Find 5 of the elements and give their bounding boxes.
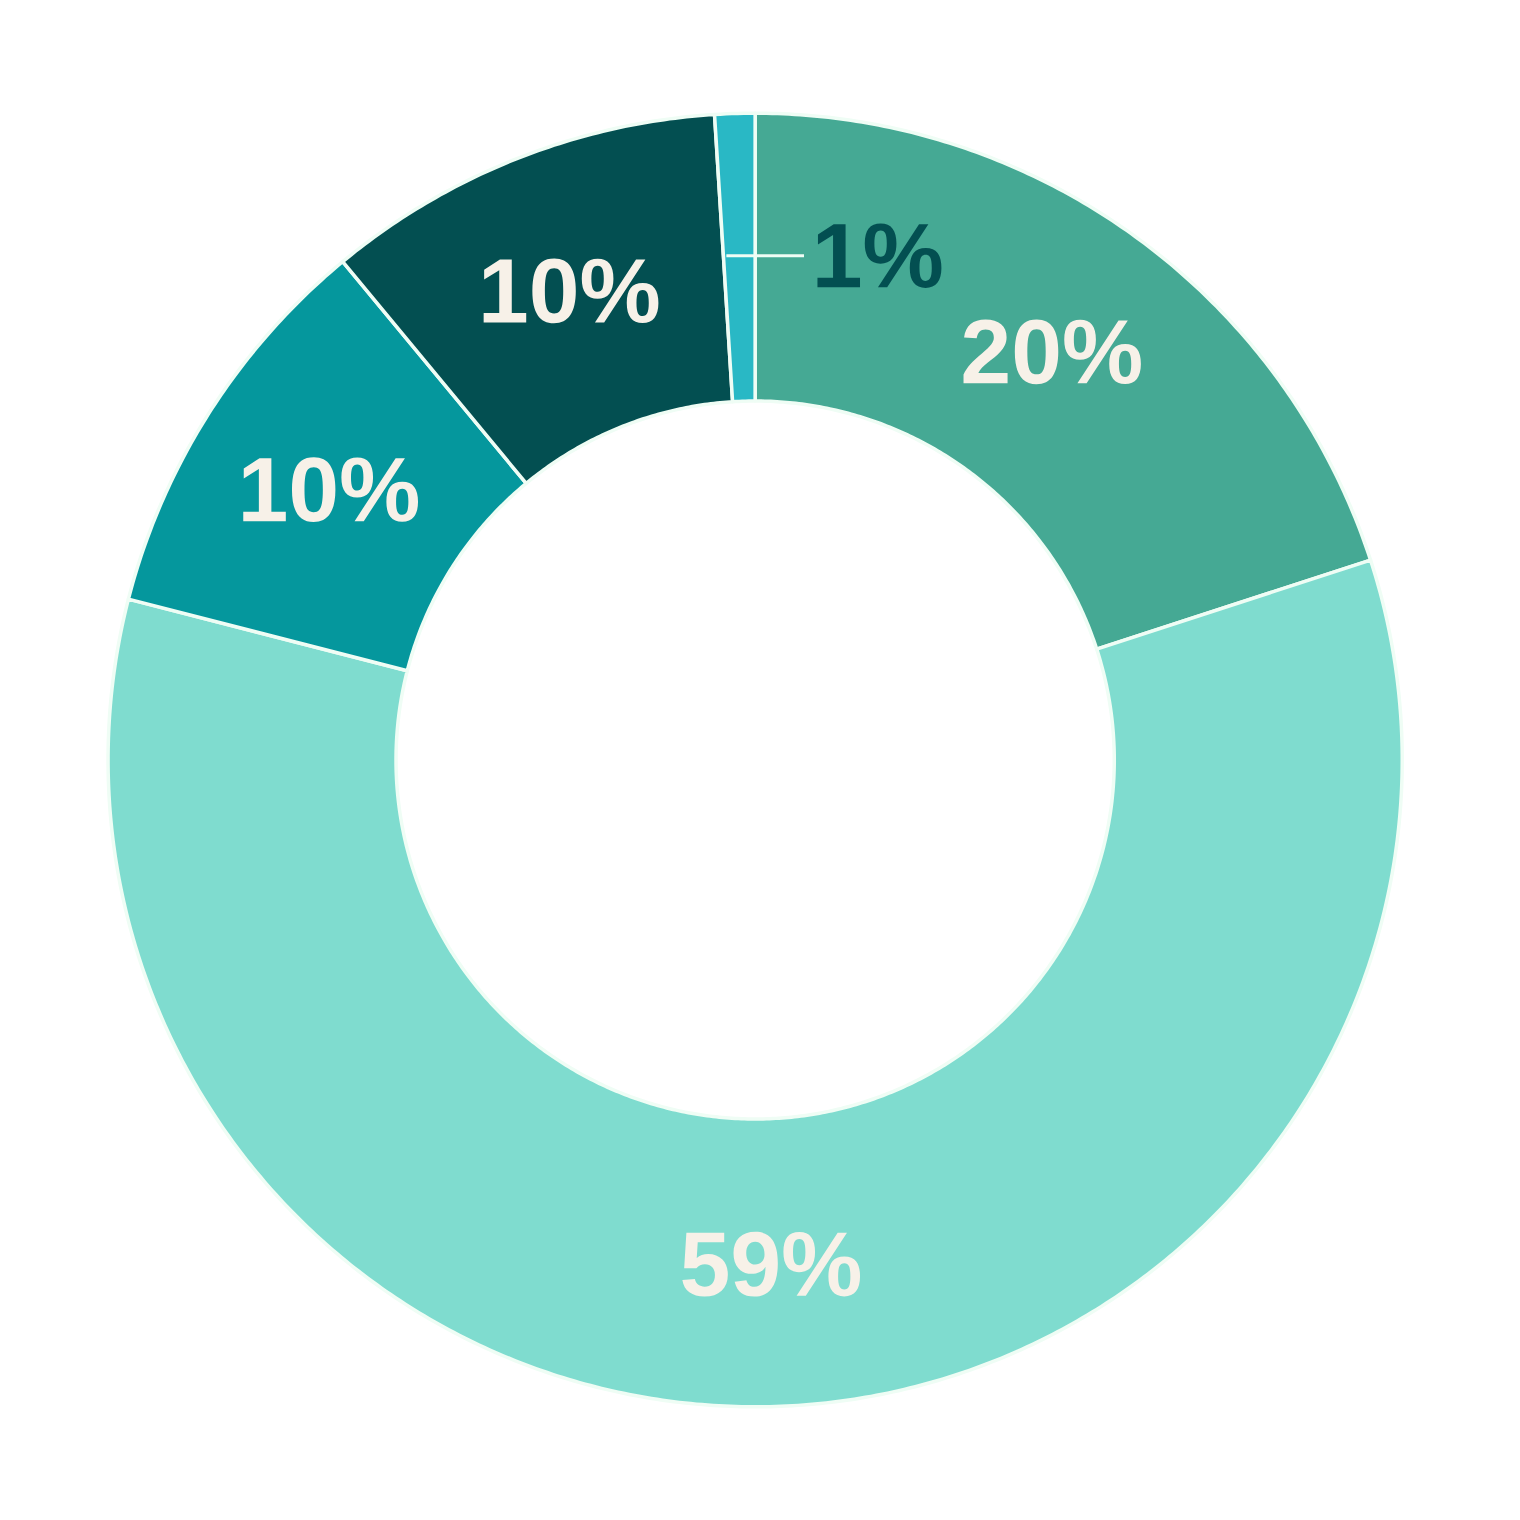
data-label: 59%	[682, 1231, 861, 1297]
data-label: 10%	[483, 258, 659, 324]
data-label: 20%	[963, 319, 1141, 385]
data-label: 1%	[817, 223, 942, 288]
data-label: 10%	[243, 457, 419, 523]
